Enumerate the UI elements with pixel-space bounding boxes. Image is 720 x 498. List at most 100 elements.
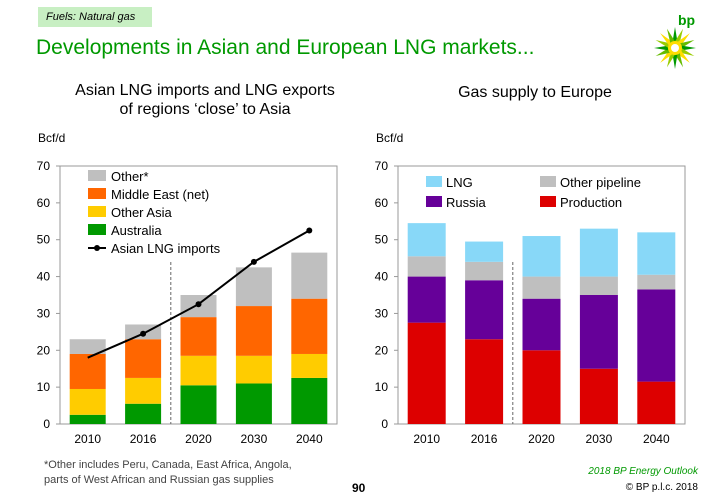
helios-ray bbox=[654, 45, 669, 51]
chart1-legend-swatch bbox=[88, 206, 106, 217]
chart1-legend-label: Middle East (net) bbox=[111, 187, 209, 202]
chart1-legend-swatch bbox=[88, 188, 106, 199]
chart1-imports-point bbox=[250, 258, 257, 265]
bp-logo-text: bp bbox=[678, 12, 696, 28]
chart1-bar-segment bbox=[180, 355, 217, 386]
chart2-x-tick-label: 2040 bbox=[643, 432, 670, 446]
chart2-x-tick-label: 2020 bbox=[528, 432, 555, 446]
chart1-title: Asian LNG imports and LNG exports of reg… bbox=[75, 82, 335, 118]
chart1-x-tick-label: 2016 bbox=[130, 432, 157, 446]
chart2-bar-segment bbox=[522, 298, 561, 351]
helios-ray bbox=[672, 54, 678, 69]
chart1-legend-label: Other* bbox=[111, 169, 149, 184]
chart2-bar-segment bbox=[522, 276, 561, 299]
chart1-bar-segment bbox=[125, 403, 162, 424]
chart1-bar-segment bbox=[125, 377, 162, 404]
helios-ray bbox=[674, 28, 684, 44]
chart1-bar-segment bbox=[235, 306, 272, 356]
chart1-bar-segment bbox=[235, 383, 272, 424]
chart1-y-tick-label: 60 bbox=[37, 196, 51, 210]
chart2-y-tick-label: 40 bbox=[375, 270, 389, 284]
page-title: Developments in Asian and European LNG m… bbox=[36, 36, 535, 59]
chart2-legend-swatch bbox=[540, 176, 556, 187]
chart2-title: Gas supply to Europe bbox=[458, 84, 612, 101]
chart2-bar-segment bbox=[465, 261, 504, 281]
chart2-y-tick-label: 0 bbox=[381, 417, 388, 431]
chart1-legend-label: Asian LNG imports bbox=[111, 241, 221, 256]
helios-ray bbox=[660, 50, 673, 63]
chart2-y-tick-label: 10 bbox=[375, 380, 389, 394]
footnote-line-1: *Other includes Peru, Canada, East Afric… bbox=[44, 459, 292, 471]
chart1-x-tick-label: 2040 bbox=[296, 432, 323, 446]
chart1-legend-swatch bbox=[88, 170, 106, 181]
chart2-bar-segment bbox=[465, 339, 504, 424]
helios-ray bbox=[677, 33, 690, 46]
chart2-y-tick-label: 70 bbox=[375, 159, 389, 173]
chart1-bar-segment bbox=[180, 385, 217, 424]
chart1-imports-point bbox=[140, 330, 147, 337]
chart1-bar-segment bbox=[235, 355, 272, 384]
chart2-bar-segment bbox=[407, 223, 446, 257]
chart1-legend-label: Australia bbox=[111, 223, 162, 238]
chart1-legend-label: Other Asia bbox=[111, 205, 172, 220]
chart1-legend-line-marker bbox=[94, 245, 100, 251]
chart1-bar-segment bbox=[69, 353, 106, 389]
helios-ray bbox=[655, 39, 671, 49]
helios-ray bbox=[679, 47, 695, 57]
chart1-bar-segment bbox=[69, 388, 106, 415]
chart1-legend-swatch bbox=[88, 224, 106, 235]
chart1-bar-segment bbox=[291, 377, 328, 424]
chart2-legend-swatch bbox=[426, 176, 442, 187]
chart2-bar-segment bbox=[637, 381, 676, 424]
chart2-legend-swatch bbox=[426, 196, 442, 207]
chart1-x-tick-label: 2030 bbox=[241, 432, 268, 446]
chart1-imports-point bbox=[306, 227, 313, 234]
chart1-x-tick-label: 2010 bbox=[74, 432, 101, 446]
chart1-bar-segment bbox=[69, 414, 106, 424]
bp-helios-logo bbox=[654, 27, 696, 69]
copyright: © BP p.l.c. 2018 bbox=[625, 482, 698, 493]
chart2-bar-segment bbox=[522, 236, 561, 277]
page-number: 90 bbox=[352, 481, 366, 495]
chart2-bar-segment bbox=[579, 368, 618, 424]
helios-ray bbox=[666, 28, 676, 44]
chart1-bar-segment bbox=[180, 317, 217, 356]
chart1-y-tick-label: 70 bbox=[37, 159, 51, 173]
section-tag: Fuels: Natural gas bbox=[38, 7, 152, 27]
outlook-label: 2018 BP Energy Outlook bbox=[588, 466, 698, 477]
helios-ray bbox=[666, 52, 676, 68]
chart1-y-tick-label: 40 bbox=[37, 270, 51, 284]
chart2-bar-segment bbox=[522, 350, 561, 424]
chart2-legend-label: Russia bbox=[446, 195, 487, 210]
chart1-y-tick-label: 20 bbox=[37, 343, 51, 357]
chart1-bar-segment bbox=[125, 339, 162, 378]
footnote: *Other includes Peru, Canada, East Afric… bbox=[44, 458, 292, 488]
footnote-line-2: parts of West African and Russian gas su… bbox=[44, 474, 274, 486]
chart1-bar-segment bbox=[291, 252, 328, 299]
chart1-y-tick-label: 30 bbox=[37, 306, 51, 320]
helios-ray bbox=[672, 27, 678, 42]
chart2-legend-swatch bbox=[540, 196, 556, 207]
chart2-legend-label: LNG bbox=[446, 175, 473, 190]
chart1-bar-segment bbox=[69, 339, 106, 354]
chart1-bar-segment bbox=[291, 298, 328, 354]
chart1-y-tick-label: 50 bbox=[37, 233, 51, 247]
chart2-bar-segment bbox=[579, 295, 618, 369]
chart2-y-unit: Bcf/d bbox=[376, 131, 404, 145]
helios-ray bbox=[677, 50, 690, 63]
chart2-x-tick-label: 2016 bbox=[471, 432, 498, 446]
chart2-y-tick-label: 50 bbox=[375, 233, 389, 247]
chart2-bar-segment bbox=[579, 276, 618, 295]
chart2-y-tick-label: 30 bbox=[375, 306, 389, 320]
chart2-x-tick-label: 2010 bbox=[413, 432, 440, 446]
chart1-bar-segment bbox=[291, 353, 328, 378]
chart1-x-tick-label: 2020 bbox=[185, 432, 212, 446]
chart2-bar-segment bbox=[407, 276, 446, 323]
chart2-bar-segment bbox=[637, 289, 676, 382]
chart2-bar-segment bbox=[407, 322, 446, 424]
chart1-y-tick-label: 0 bbox=[43, 417, 50, 431]
chart2-bar-segment bbox=[465, 241, 504, 262]
chart2-bar-segment bbox=[579, 228, 618, 277]
chart2-bar-segment bbox=[407, 256, 446, 277]
